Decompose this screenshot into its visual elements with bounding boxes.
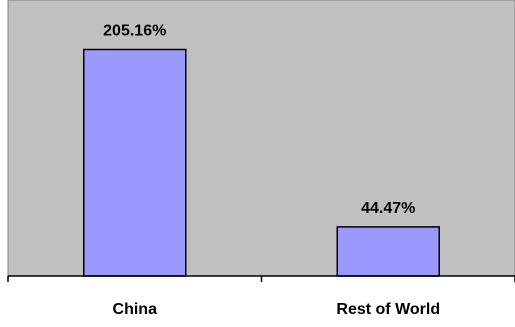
x-axis-category-label: Rest of World bbox=[336, 301, 440, 318]
x-axis-category-label: China bbox=[113, 301, 158, 318]
bars-layer bbox=[83, 48, 440, 277]
x-axis-ticks bbox=[7, 276, 515, 282]
bar-rest-of-world bbox=[336, 226, 440, 277]
data-label: 44.47% bbox=[361, 200, 415, 217]
bar-china bbox=[83, 48, 187, 277]
data-label: 205.16% bbox=[103, 23, 166, 40]
x-axis-labels: China Rest of World bbox=[113, 301, 441, 318]
data-labels-layer: 205.16% 44.47% bbox=[103, 23, 415, 217]
